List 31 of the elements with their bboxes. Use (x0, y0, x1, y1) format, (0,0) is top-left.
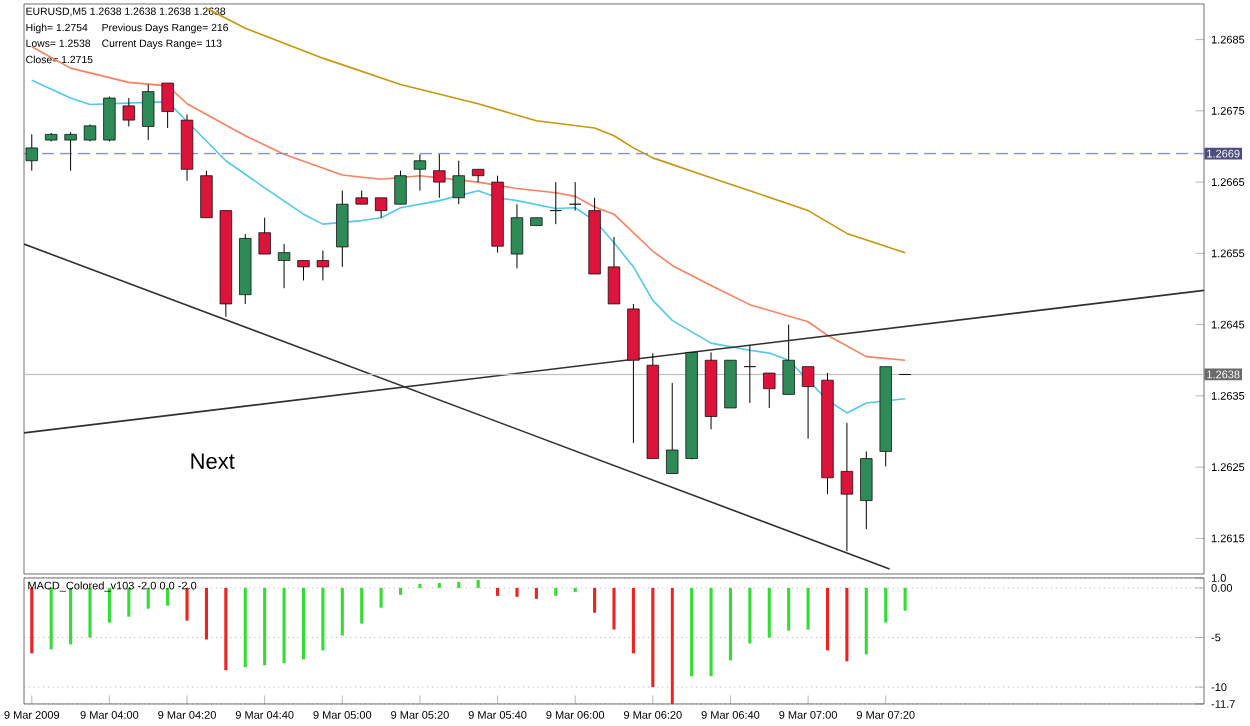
candlestick (277, 243, 291, 289)
candlestick (801, 366, 815, 440)
candlestick (549, 181, 562, 225)
candlestick (297, 259, 310, 281)
candlestick (763, 372, 776, 409)
candlestick (122, 97, 135, 128)
candlestick (64, 131, 77, 172)
candlestick (666, 382, 679, 475)
annotation: Next (191, 453, 235, 469)
candlestick (510, 203, 524, 269)
candlestick (200, 170, 213, 219)
candlestick (452, 160, 465, 205)
candlestick (569, 181, 582, 212)
candlestick (161, 82, 174, 129)
candlestick (860, 450, 873, 530)
candlestick (374, 197, 388, 219)
candlestick (336, 190, 349, 268)
candlestick (607, 236, 621, 305)
line-series (30, 79, 906, 414)
candlestick (743, 344, 757, 404)
candlestick (142, 83, 155, 141)
candlestick (394, 170, 407, 205)
candlestick (316, 250, 330, 281)
candlestick (724, 359, 737, 409)
candlestick (782, 324, 795, 395)
candlestick (433, 153, 446, 199)
candlestick (413, 153, 427, 192)
line-series (30, 45, 906, 362)
candlestick (840, 422, 854, 552)
candlestick (258, 217, 271, 255)
candlestick (25, 133, 38, 172)
